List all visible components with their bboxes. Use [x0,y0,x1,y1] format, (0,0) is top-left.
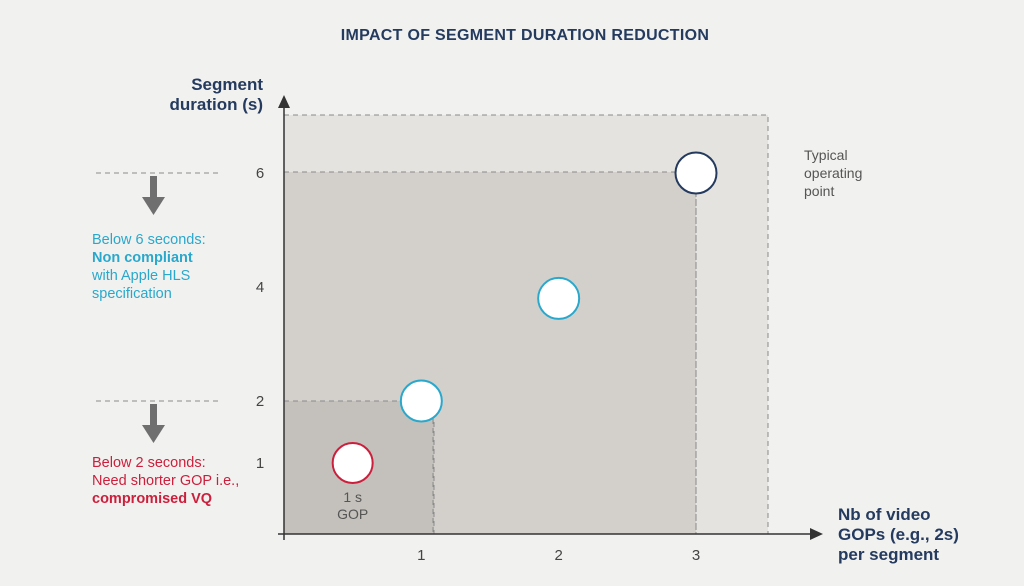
tick-labels: 1 2 3 1 2 4 6 [256,165,700,564]
data-point [674,151,718,195]
x-axis-arrow-icon [810,528,823,540]
x-tick-label: 1 [417,547,425,564]
y-tick-label: 4 [256,279,264,296]
y-tick-label: 1 [256,455,264,472]
x-axis-title-line2: GOPs (e.g., 2s) [838,525,959,544]
y-tick-label: 2 [256,393,264,410]
point-label: GOP [337,506,368,522]
point-label: 1 s [343,489,362,505]
data-point [399,379,443,423]
y-axis-arrow-icon [278,95,290,108]
below6-note-line2: Non compliant [92,250,193,266]
chart-title: IMPACT OF SEGMENT DURATION REDUCTION [341,27,709,44]
below6-note-line3: with Apple HLS [91,268,190,284]
below2-note-line3: compromised VQ [92,491,212,507]
below6-note-line1: Below 6 seconds: [92,232,206,248]
typical-label-line2: operating [804,165,862,181]
y-tick-label: 6 [256,165,264,182]
data-point [331,442,374,484]
arrow-down-icon [142,176,165,215]
below2-note-line2: Need shorter GOP i.e., [92,473,239,489]
x-axis-title-line1: Nb of video [838,505,931,524]
typical-label-line1: Typical [804,147,848,163]
data-point [537,276,581,320]
typical-label-line3: point [804,183,834,199]
y-axis-title-line1: Segment [191,75,263,94]
x-axis-title-line3: per segment [838,545,939,564]
x-tick-label: 2 [554,547,562,564]
arrow-down-icon [142,404,165,443]
x-tick-label: 3 [692,547,700,564]
below6-note-line4: specification [92,286,172,302]
below2-note-line1: Below 2 seconds: [92,455,206,471]
y-axis-title-line2: duration (s) [170,95,264,114]
